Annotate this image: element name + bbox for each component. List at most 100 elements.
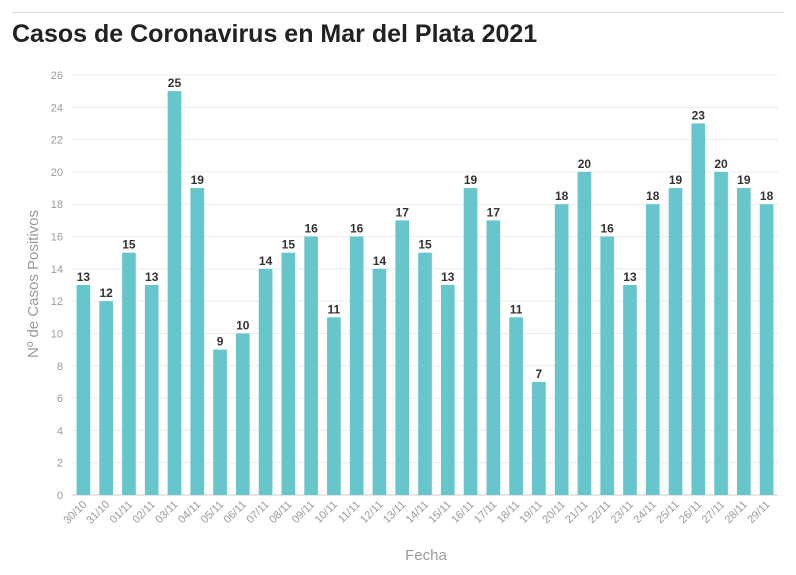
- bars: [76, 91, 774, 496]
- bar-value-label: 20: [714, 157, 728, 171]
- bar-value-label: 19: [737, 173, 751, 187]
- bar: [213, 349, 227, 495]
- bar-value-label: 18: [555, 189, 569, 203]
- bar: [304, 236, 318, 496]
- bar: [577, 171, 592, 495]
- x-tick-label: 13/11: [381, 499, 408, 526]
- bar-value-label: 13: [623, 270, 637, 284]
- bar-value-label: 18: [760, 189, 774, 203]
- x-tick-label: 05/11: [199, 499, 226, 526]
- y-tick-label: 10: [51, 328, 63, 340]
- value-labels: 13 12 15 13 25 19 9 10 14 15 16 11 16 14 17 15 13 19 17 11 7…: [77, 76, 774, 381]
- x-tick-label: 25/11: [654, 499, 681, 526]
- bar: [486, 220, 501, 495]
- bar: [737, 188, 751, 496]
- y-tick-label: 22: [51, 135, 63, 147]
- y-tick-label: 6: [57, 393, 63, 405]
- bar: [99, 301, 113, 495]
- bar: [691, 123, 706, 495]
- bar: [395, 220, 410, 495]
- x-tick-label: 04/11: [176, 499, 203, 526]
- bar-value-label: 16: [601, 222, 615, 236]
- gridlines: [72, 74, 778, 496]
- y-tick-label: 8: [57, 361, 63, 373]
- x-tick-label: 22/11: [586, 499, 613, 526]
- x-tick-label: 17/11: [472, 499, 499, 526]
- x-tick-label: 01/11: [108, 499, 135, 526]
- bar: [532, 381, 546, 495]
- bar: [144, 285, 159, 495]
- bar-value-label: 10: [236, 318, 250, 332]
- bar-value-label: 11: [510, 302, 523, 316]
- bar-value-label: 13: [77, 270, 91, 284]
- y-tick-label: 24: [51, 102, 63, 114]
- x-tick-label: 14/11: [404, 499, 431, 526]
- y-tick-label: 4: [57, 425, 63, 437]
- bar-value-label: 19: [464, 173, 478, 187]
- x-tick-label: 31/10: [84, 499, 112, 527]
- bar-value-label: 7: [536, 367, 543, 381]
- bar-value-label: 13: [441, 270, 455, 284]
- y-tick-label: 18: [51, 199, 63, 211]
- bar: [167, 91, 182, 496]
- bar-value-label: 19: [191, 173, 205, 187]
- bar-value-label: 15: [418, 238, 432, 252]
- bar-value-label: 17: [396, 205, 410, 219]
- bar: [623, 285, 637, 495]
- bar-value-label: 23: [692, 108, 706, 122]
- y-axis-title: Nº de Casos Positivos: [25, 210, 42, 358]
- x-tick-label: 09/11: [290, 499, 317, 526]
- bar: [122, 252, 136, 495]
- bar: [349, 236, 364, 496]
- x-tick-label: 16/11: [449, 499, 476, 526]
- bar: [440, 285, 455, 495]
- x-tick-label: 21/11: [563, 499, 590, 526]
- bar: [235, 333, 250, 495]
- bar-value-label: 20: [578, 157, 592, 171]
- x-tick-label: 18/11: [495, 499, 522, 526]
- bar: [645, 204, 660, 495]
- bar: [668, 188, 683, 496]
- bar: [372, 268, 387, 495]
- bar-value-label: 11: [328, 302, 341, 316]
- bar-value-label: 15: [122, 238, 136, 252]
- bar: [463, 188, 478, 496]
- x-tick-label: 06/11: [222, 499, 249, 526]
- bar: [327, 317, 341, 495]
- bar-value-label: 19: [669, 173, 683, 187]
- x-tick-label: 19/11: [518, 499, 545, 526]
- bar: [600, 236, 615, 496]
- x-tick-label: 27/11: [700, 499, 727, 526]
- y-tick-label: 20: [51, 167, 63, 179]
- bar-value-label: 18: [646, 189, 660, 203]
- x-tick-label: 11/11: [336, 499, 363, 526]
- x-tick-label: 03/11: [153, 499, 180, 526]
- x-tick-label: 26/11: [677, 499, 704, 526]
- y-tick-label: 0: [57, 490, 63, 502]
- bar-value-label: 25: [168, 76, 182, 90]
- x-tick-label: 10/11: [313, 499, 340, 526]
- bar-value-label: 9: [217, 335, 224, 349]
- x-tick-labels: 30/1031/1001/1102/1103/1104/1105/1106/11…: [62, 499, 773, 527]
- y-tick-label: 26: [51, 70, 63, 82]
- bar-value-label: 12: [99, 286, 113, 300]
- bar-value-label: 16: [350, 222, 364, 236]
- bar: [509, 317, 523, 495]
- bar-value-label: 15: [282, 238, 296, 252]
- chart-title: Casos de Coronavirus en Mar del Plata 20…: [12, 20, 538, 48]
- x-tick-label: 28/11: [723, 499, 750, 526]
- bar: [258, 268, 273, 495]
- bar: [190, 188, 205, 496]
- x-tick-label: 12/11: [358, 499, 385, 526]
- bar-value-label: 17: [487, 205, 501, 219]
- bar: [759, 204, 774, 495]
- x-tick-label: 20/11: [540, 499, 567, 526]
- y-tick-label: 14: [51, 264, 63, 276]
- x-tick-label: 23/11: [609, 499, 636, 526]
- bar-value-label: 14: [259, 254, 273, 268]
- x-tick-label: 07/11: [244, 499, 271, 526]
- x-tick-label: 24/11: [631, 499, 658, 526]
- bar: [76, 285, 91, 495]
